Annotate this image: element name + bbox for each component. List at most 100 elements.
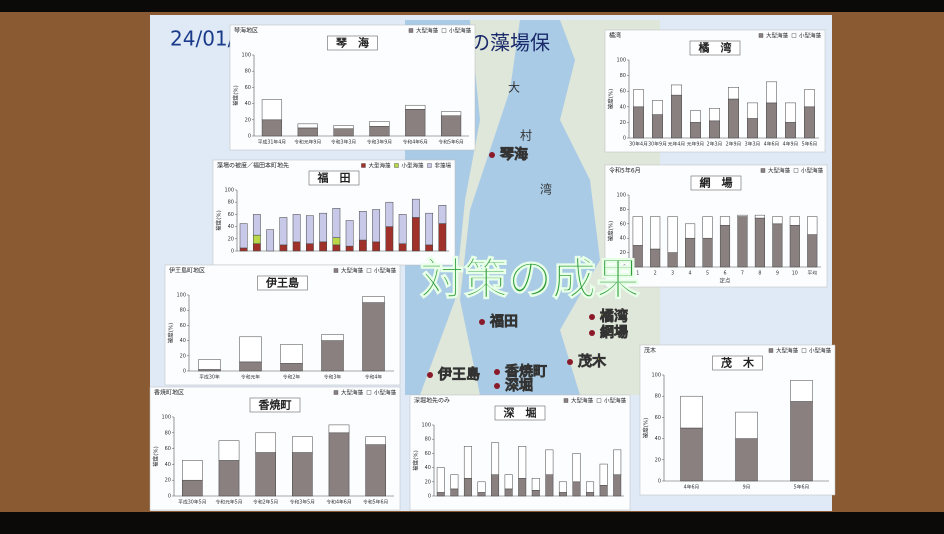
bar-segment xyxy=(281,344,303,363)
bar-segment xyxy=(293,242,300,251)
bar-segment xyxy=(298,124,318,128)
map-label: 琴海 xyxy=(500,146,528,163)
bar-segment xyxy=(437,468,444,493)
bar-segment xyxy=(703,238,713,267)
bar-segment xyxy=(804,90,814,107)
y-tick-label: 80 xyxy=(425,437,431,443)
x-tick-label: 平成30年5月 xyxy=(178,499,206,506)
chart-title: 橘 湾 xyxy=(698,41,732,55)
x-tick-label: 令和4年6月 xyxy=(403,139,428,146)
bar-segment xyxy=(790,225,800,267)
x-tick-label: 7 xyxy=(741,271,744,277)
legend-label: 大型海藻 xyxy=(571,397,594,405)
chart-title: 福 田 xyxy=(317,171,351,185)
x-tick-label: 令和2年5月 xyxy=(253,499,278,506)
bar-segment xyxy=(791,402,813,482)
bar-segment xyxy=(464,478,471,496)
y-tick-label: 40 xyxy=(620,104,626,110)
map-dot xyxy=(489,152,495,158)
y-tick-label: 20 xyxy=(180,353,186,359)
bar-segment xyxy=(256,453,276,496)
x-tick-label: 令和元年 xyxy=(241,374,260,381)
bar-segment xyxy=(306,216,313,244)
bar-segment xyxy=(532,490,539,496)
y-tick-label: 0 xyxy=(231,249,234,255)
y-tick-label: 80 xyxy=(165,430,171,436)
map-word: 村 xyxy=(520,129,532,143)
map-dot xyxy=(589,330,595,336)
chart-subtitle: 深堀地先のみ xyxy=(414,397,450,405)
chart-subtitle: 琴海地区 xyxy=(234,27,258,35)
x-tick-label: 4年6月 xyxy=(684,484,700,491)
bar-segment xyxy=(690,111,700,123)
bar-segment xyxy=(281,363,303,371)
bar-segment xyxy=(518,478,525,496)
legend-swatch xyxy=(792,34,796,38)
x-tick-label: 平成30年 xyxy=(199,374,220,381)
map-label: 深堀 xyxy=(505,377,533,394)
bar-segment xyxy=(491,443,498,475)
legend-swatch xyxy=(361,164,365,168)
y-tick-label: 0 xyxy=(658,479,661,485)
y-tick-label: 60 xyxy=(655,415,661,421)
bar-segment xyxy=(546,450,553,475)
bar-segment xyxy=(441,116,461,136)
bar-segment xyxy=(405,105,425,109)
legend-swatch xyxy=(427,164,431,168)
y-axis-label: 被度(%) xyxy=(152,446,160,467)
bar-segment xyxy=(738,217,748,267)
y-tick-label: 40 xyxy=(165,462,171,468)
bar-segment xyxy=(491,475,498,496)
x-tick-label: 5年6月 xyxy=(794,484,810,491)
bar-segment xyxy=(262,100,282,120)
bar-segment xyxy=(671,95,681,138)
bar-segment xyxy=(586,492,593,496)
legend-label: 小型海藻 xyxy=(374,389,397,397)
legend-swatch xyxy=(334,391,338,395)
bar-segment xyxy=(532,478,539,490)
bar-segment xyxy=(451,475,458,489)
bar-segment xyxy=(633,217,643,246)
bar-segment xyxy=(319,242,326,251)
x-tick-label: 4年9月 xyxy=(783,141,799,148)
bar-segment xyxy=(256,433,276,453)
y-axis-label: 被度(%) xyxy=(412,450,420,471)
y-tick-label: 40 xyxy=(425,465,431,471)
bar-segment xyxy=(262,120,282,136)
y-tick-label: 60 xyxy=(165,446,171,452)
chart-subtitle: 伊王島町地区 xyxy=(169,267,205,275)
y-axis-label: 被度(%) xyxy=(232,85,240,106)
bar-segment xyxy=(681,428,703,481)
y-tick-label: 60 xyxy=(180,323,186,329)
bar-segment xyxy=(518,446,525,478)
bar-segment xyxy=(441,112,461,116)
bar-segment xyxy=(322,341,344,371)
x-tick-label: 2 xyxy=(654,271,657,277)
legend-swatch xyxy=(564,399,568,403)
legend-swatch xyxy=(394,164,398,168)
bar-segment xyxy=(363,297,385,303)
bar-segment xyxy=(334,125,354,128)
x-tick-label: 3年3月 xyxy=(745,141,761,148)
bar-segment xyxy=(747,103,757,119)
bar-segment xyxy=(182,460,202,480)
x-tick-label: 2年3月 xyxy=(707,141,723,148)
y-tick-label: 20 xyxy=(425,479,431,485)
bar-segment xyxy=(650,217,660,249)
bar-segment xyxy=(613,475,620,496)
legend-swatch xyxy=(334,269,338,273)
y-tick-label: 80 xyxy=(228,200,234,206)
map-label: 橘湾 xyxy=(599,308,628,325)
y-tick-label: 0 xyxy=(168,494,171,500)
date: 24/01/ xyxy=(170,27,235,51)
y-tick-label: 40 xyxy=(655,436,661,442)
y-tick-label: 0 xyxy=(428,494,431,500)
bar-segment xyxy=(586,482,593,493)
bar-segment xyxy=(219,441,239,461)
bar-segment xyxy=(439,205,446,223)
y-tick-label: 100 xyxy=(616,58,626,64)
legend-label: 小型海藻 xyxy=(401,162,424,170)
x-tick-label: 4年6月 xyxy=(764,141,780,148)
heading: の藻場保 xyxy=(470,31,550,55)
bar-segment xyxy=(773,224,783,267)
